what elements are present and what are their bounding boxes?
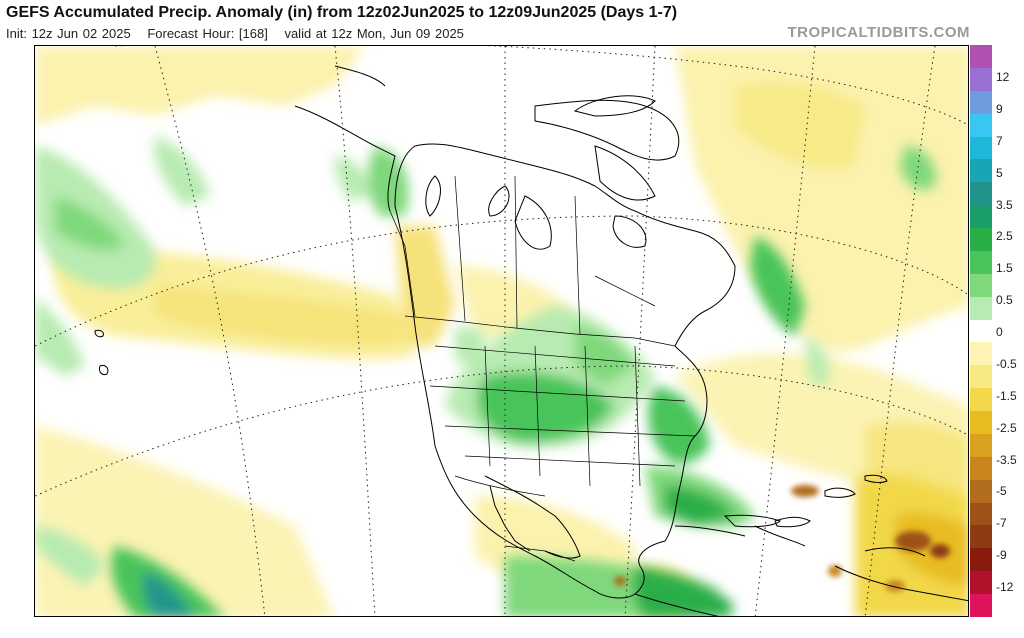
colorbar-segment [970,273,992,298]
colorbar-tick-label: 3.5 [996,197,1013,212]
colorbar-legend [970,45,992,618]
valid-time: valid at 12z Mon, Jun 09 2025 [284,26,464,41]
colorbar-tick-label: 7 [996,133,1003,148]
source-credit: TROPICALTIDBITS.COM [787,24,970,41]
map-title: GEFS Accumulated Precip. Anomaly (in) fr… [6,4,678,21]
colorbar-segment [970,113,992,137]
graticule [35,46,968,616]
wet-anomaly-regions [35,136,936,616]
colorbar-segment [970,456,992,481]
colorbar-tick-label: -2.5 [996,420,1017,435]
colorbar-segment [970,182,992,206]
colorbar-segment [970,365,992,389]
colorbar-tick-label: 5 [996,165,1003,180]
colorbar-tick-label: -7 [996,516,1007,531]
colorbar-segment [970,594,992,618]
colorbar-segment [970,342,992,366]
colorbar-tick-label: 2.5 [996,229,1013,244]
colorbar-tick-label: 0.5 [996,293,1013,308]
colorbar-segment [970,411,992,435]
colorbar-tick-label: -9 [996,548,1007,563]
colorbar-segment [970,388,992,412]
colorbar-segment [970,228,992,252]
map-canvas [35,46,968,616]
colorbar-segment [970,525,992,549]
colorbar-tick-label: -1.5 [996,388,1017,403]
colorbar-segment [970,571,992,595]
strong-dry-cells [614,485,950,592]
precip-anomaly-map [34,45,969,617]
colorbar-tick-label: -12 [996,580,1014,594]
colorbar-segment [970,205,992,229]
colorbar-segment [970,250,992,275]
colorbar-segment [970,159,992,183]
init-time: Init: 12z Jun 02 2025 [6,26,131,41]
map-subtitle: Init: 12z Jun 02 2025 Forecast Hour: [16… [6,26,476,41]
colorbar-segment [970,502,992,526]
dry-anomaly-regions [35,46,968,616]
colorbar-segment [970,67,992,92]
forecast-hour: Forecast Hour: [168] [147,26,268,41]
colorbar-segment [970,90,992,115]
colorbar-segment [970,136,992,160]
political-borders [389,175,696,562]
colorbar-tick-label: -0.5 [996,356,1017,371]
colorbar-tick-label: 0 [996,325,1003,339]
colorbar-segment [970,479,992,504]
colorbar-segment [970,296,992,321]
colorbar-tick-label: -3.5 [996,452,1017,467]
colorbar-segment [970,319,992,343]
colorbar-segment [970,45,992,69]
colorbar-segment [970,433,992,458]
colorbar-tick-label: 1.5 [996,261,1013,276]
colorbar-tick-label: -5 [996,484,1007,499]
colorbar-tick-label: 12 [996,70,1010,84]
colorbar-tick-label: 9 [996,101,1003,116]
colorbar-segment [970,548,992,572]
